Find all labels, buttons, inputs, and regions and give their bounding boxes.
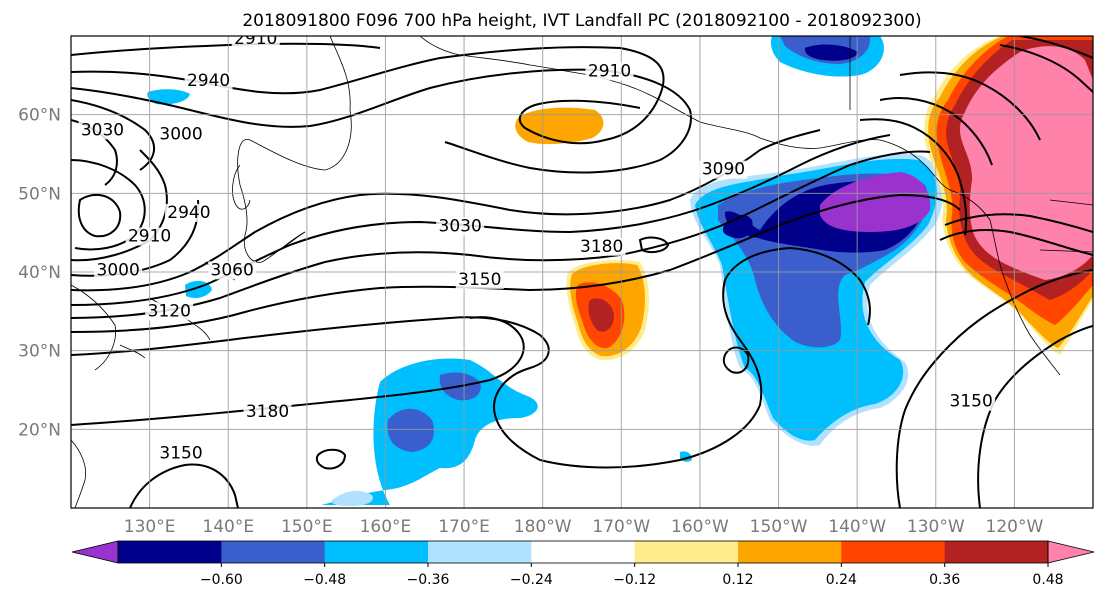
colorbar-segment: [428, 541, 532, 563]
colorbar-segment: [118, 541, 222, 563]
colorbar-outline: [117, 540, 1049, 564]
contour-label: 2910: [128, 227, 171, 247]
contour-label: 3120: [148, 301, 191, 321]
colorbar-segment: [841, 541, 946, 563]
colorbar-tick-label: −0.48: [303, 572, 346, 588]
longitude-label: 160°W: [671, 517, 729, 537]
longitude-label: 150°W: [750, 517, 808, 537]
longitude-labels: 130°E 140°E 150°E 160°E 170°E 180°W 170°W 160°W…: [124, 517, 1044, 537]
colorbar-tick-label: 0.24: [826, 572, 857, 588]
contour-label: 3030: [81, 120, 124, 140]
longitude-label: 170°E: [438, 517, 490, 537]
contour-label: 3090: [702, 160, 745, 180]
negative-anomaly-sw-blue: [387, 408, 434, 452]
map-frame: [70, 35, 1094, 509]
contour-label: 2910: [588, 61, 631, 81]
colorbar-segment: [531, 541, 636, 563]
longitude-label: 130°W: [907, 517, 965, 537]
colorbar-tick-label: −0.24: [510, 572, 553, 588]
contour-label: 3180: [580, 237, 623, 257]
contour-label-bg: [125, 227, 174, 246]
contour-label-bg: [208, 261, 257, 280]
contour-label-bg: [243, 402, 292, 421]
longitude-label: 170°W: [592, 517, 650, 537]
contour-label-bg: [577, 237, 626, 256]
latitude-label: 40°N: [18, 263, 61, 283]
contour-label: 3030: [439, 216, 482, 236]
longitude-label: 120°W: [986, 517, 1044, 537]
contour-label-bg: [455, 270, 504, 289]
positive-anomaly-central-darkred: [588, 298, 614, 332]
negative-anomaly-small-navy: [722, 214, 753, 239]
longitude-label: 130°E: [124, 517, 176, 537]
contour-label-bg: [585, 62, 634, 81]
map-content: 2910 2940 2910 3030 3000 2940 2910 3030 3090 3180…: [71, 29, 1093, 508]
colorbar-tick-label: −0.36: [407, 572, 450, 588]
contour-label-bg: [145, 302, 194, 321]
latitude-label: 50°N: [18, 184, 61, 204]
colorbar-segment: [738, 541, 842, 563]
map-title: 2018091800 F096 700 hPa height, IVT Land…: [242, 11, 921, 31]
latitude-label: 30°N: [18, 342, 61, 362]
colorbar-tick-label: 0.12: [722, 572, 753, 588]
longitude-label: 150°E: [281, 517, 333, 537]
colorbar-tick-label: 0.36: [929, 572, 960, 588]
colorbar-tick-labels: −0.60 −0.48 −0.36 −0.24 −0.12 0.12 0.24 0.36 0.4…: [200, 563, 1064, 588]
contour-label: 3060: [211, 260, 254, 280]
contour-label-bg: [78, 121, 127, 140]
contour-label-bg: [699, 160, 748, 179]
negative-anomaly-kamchatka: [147, 89, 190, 105]
positive-anomaly-wna-pink: [960, 46, 1093, 280]
contour-labels: 2910 2940 2910 3030 3000 2940 2910 3030 3090 3180…: [78, 29, 996, 464]
contour-label: 2910: [234, 29, 277, 49]
contour-label: 3150: [159, 444, 202, 464]
contour-label-bg: [157, 444, 206, 463]
longitude-label: 160°E: [360, 517, 412, 537]
contour-label-bg: [231, 36, 280, 49]
colorbar-segment: [634, 541, 739, 563]
contour-label-bg: [157, 125, 206, 144]
contour-label-bg: [164, 203, 213, 222]
colorbar-segment: [944, 541, 1049, 563]
contour-label: 3000: [159, 124, 202, 144]
contour-label: 2940: [167, 203, 210, 223]
negative-anomaly-purple: [820, 172, 931, 232]
latitude-label: 60°N: [18, 106, 61, 126]
colorbar-segment: [324, 541, 429, 563]
contour-label-bg: [436, 217, 485, 236]
contour-label-bg: [184, 71, 233, 90]
contour-label: 3000: [97, 260, 140, 280]
contour-label: 3150: [458, 270, 501, 290]
longitude-label: 140°W: [828, 517, 886, 537]
colorbar-extend-low: [71, 540, 119, 564]
negative-anomaly-north-navy: [804, 44, 858, 61]
latitude-label: 20°N: [18, 420, 61, 440]
colorbar-tick-label: −0.12: [613, 572, 656, 588]
colorbar-segment: [221, 541, 326, 563]
colorbar: [71, 540, 1095, 564]
latitude-labels: 60°N 50°N 40°N 30°N 20°N: [18, 106, 61, 441]
negative-anomaly-sw-light: [331, 490, 373, 506]
longitude-label: 140°E: [202, 517, 254, 537]
contour-label: 2940: [187, 71, 230, 91]
contour-label-bg: [947, 392, 996, 411]
longitude-label: 180°W: [514, 517, 572, 537]
contour-label: 3150: [950, 392, 993, 412]
colorbar-tick-label: 0.48: [1032, 572, 1063, 588]
colorbar-tick-label: −0.60: [200, 572, 243, 588]
colorbar-extend-high: [1047, 540, 1095, 564]
contour-label: 3180: [246, 402, 289, 422]
contour-label-bg: [94, 261, 143, 280]
